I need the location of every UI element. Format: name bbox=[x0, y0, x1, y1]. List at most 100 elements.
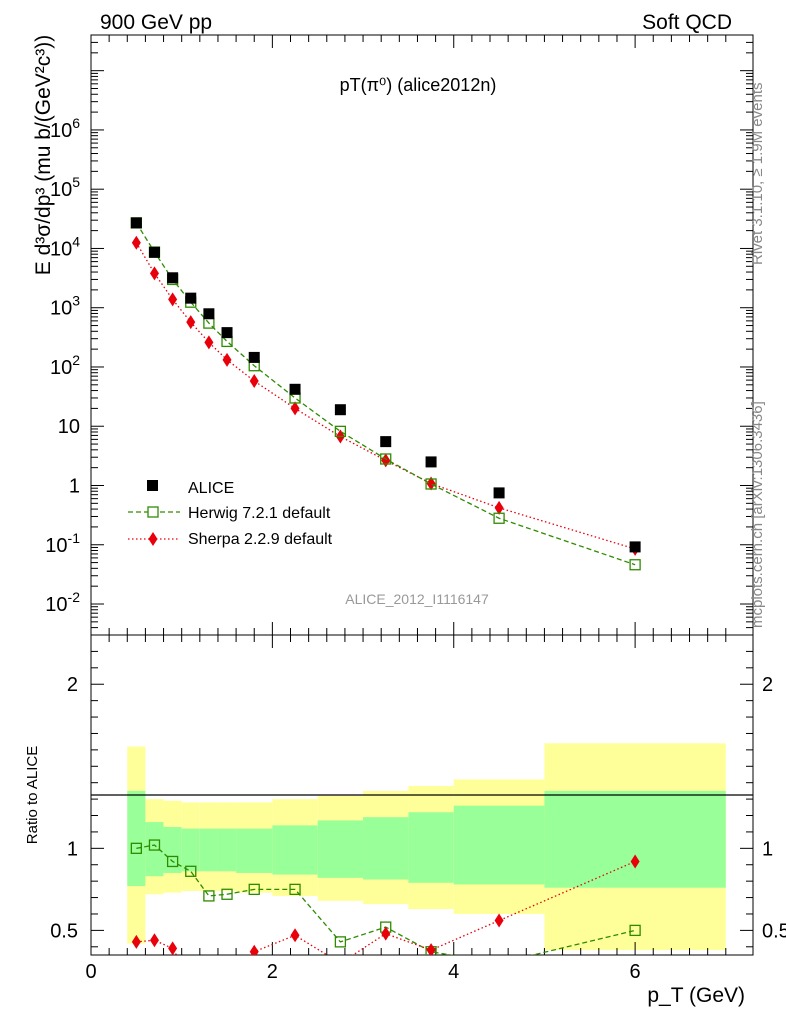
x-axis-label: p_T (GeV) bbox=[647, 984, 745, 1007]
main-y-axis-label-group: E d³σ/dp³ (mu b/(GeV²c³)) bbox=[32, 35, 55, 276]
main-point-sherpa bbox=[204, 335, 214, 350]
ratio-point-sherpa bbox=[630, 854, 640, 869]
main-y-tick-label: 10 bbox=[58, 416, 80, 438]
ratio-axis-ticks: 0.5 0.5 1 1 2 2 0 2 4 6 bbox=[50, 635, 786, 983]
ratio-point-herwig bbox=[334, 936, 347, 948]
ratio-point-herwig bbox=[130, 842, 142, 854]
main-y-tick-label: 102 bbox=[50, 352, 80, 379]
plot-title: pT(π⁰) (alice2012n) bbox=[340, 75, 497, 95]
ratio-band-inner bbox=[127, 790, 146, 887]
main-point-alice bbox=[130, 217, 142, 229]
ratio-series-layer bbox=[130, 839, 641, 987]
ratio-band-inner bbox=[145, 822, 164, 877]
main-point-sherpa bbox=[149, 266, 159, 281]
main-y-tick-label: 104 bbox=[50, 233, 80, 260]
main-point-alice bbox=[425, 456, 437, 468]
ratio-point-sherpa bbox=[223, 973, 232, 987]
ratio-band-inner bbox=[453, 805, 545, 885]
ratio-band-inner bbox=[408, 812, 454, 883]
ratio-y-axis-label-group: Ratio to ALICE bbox=[24, 746, 41, 844]
main-point-alice bbox=[248, 351, 260, 363]
ratio-band-inner bbox=[236, 828, 273, 873]
ratio-point-sherpa bbox=[168, 941, 178, 955]
mcplots-label: mcplots.cern.ch [arXiv:1306.3436] bbox=[749, 401, 766, 628]
x-tick-label: 2 bbox=[267, 961, 278, 983]
ratio-point-sherpa bbox=[426, 943, 436, 955]
ratio-uncertainty-bands bbox=[127, 743, 726, 951]
ratio-point-sherpa bbox=[131, 934, 141, 949]
main-point-herwig bbox=[629, 559, 641, 571]
legend-label-alice: ALICE bbox=[188, 480, 234, 497]
ratio-point-sherpa bbox=[149, 933, 159, 948]
ratio-point-herwig bbox=[148, 839, 161, 851]
main-y-tick-label: 103 bbox=[50, 293, 80, 320]
ratio-point-sherpa bbox=[494, 913, 504, 928]
main-y-tick-label: 10-1 bbox=[45, 530, 80, 557]
main-point-alice bbox=[148, 246, 160, 258]
legend-label-sherpa: Sherpa 2.2.9 default bbox=[188, 531, 333, 548]
main-point-herwig bbox=[334, 425, 347, 437]
main-point-sherpa bbox=[290, 401, 300, 416]
x-tick-label: 4 bbox=[448, 961, 459, 983]
main-series-layer bbox=[130, 217, 641, 571]
analysis-watermark: ALICE_2012_I1116147 bbox=[345, 591, 489, 607]
ratio-point-herwig bbox=[203, 890, 215, 902]
main-point-alice bbox=[221, 327, 233, 339]
ratio-point-herwig bbox=[221, 888, 233, 900]
header-right: Soft QCD bbox=[642, 11, 732, 34]
ratio-y-axis-label: Ratio to ALICE bbox=[24, 746, 41, 844]
ratio-band-inner bbox=[317, 820, 364, 878]
ratio-point-sherpa bbox=[249, 944, 259, 955]
main-point-alice bbox=[334, 404, 346, 416]
header-left: 900 GeV pp bbox=[100, 11, 212, 34]
ratio-point-sherpa bbox=[336, 956, 345, 970]
ratio-band-inner bbox=[181, 828, 200, 872]
main-y-tick-label: 106 bbox=[50, 115, 80, 142]
ratio-y-tick-label-right: 2 bbox=[762, 674, 773, 696]
main-point-herwig bbox=[425, 478, 437, 490]
main-point-sherpa bbox=[494, 500, 504, 515]
mcplots-label-group: mcplots.cern.ch [arXiv:1306.3436] bbox=[749, 401, 766, 628]
main-point-sherpa bbox=[249, 373, 259, 388]
main-y-tick-label: 10-2 bbox=[45, 589, 80, 616]
ratio-point-herwig bbox=[185, 865, 197, 877]
ratio-point-sherpa bbox=[381, 926, 391, 941]
ratio-y-tick-label: 1 bbox=[67, 838, 78, 860]
ratio-y-tick-label-right: 1 bbox=[762, 838, 773, 860]
x-tick-label: 6 bbox=[630, 961, 641, 983]
ratio-band-inner bbox=[217, 828, 237, 872]
ratio-point-herwig bbox=[629, 924, 641, 937]
legend-marker-herwig bbox=[147, 506, 159, 518]
legend-marker-sherpa bbox=[148, 532, 158, 546]
main-y-axis-label: E d³σ/dp³ (mu b/(GeV²c³)) bbox=[32, 35, 55, 276]
rivet-label-group: Rivet 3.1.10, ≥ 1.9M events bbox=[749, 83, 766, 266]
main-point-herwig bbox=[380, 453, 392, 465]
legend-marker-alice bbox=[147, 480, 158, 491]
ratio-point-herwig bbox=[248, 883, 260, 896]
legend: ALICE Herwig 7.2.1 default Sherpa 2.2.9 … bbox=[128, 480, 333, 548]
main-point-alice bbox=[289, 383, 301, 395]
ratio-point-sherpa bbox=[186, 973, 195, 987]
main-axis-ticks: 10-2 10-1 1 10 102 103 104 105 106 bbox=[45, 34, 753, 636]
main-point-sherpa bbox=[222, 352, 232, 367]
ratio-y-tick-label: 0.5 bbox=[50, 920, 78, 942]
rivet-version-label: Rivet 3.1.10, ≥ 1.9M events bbox=[749, 83, 766, 266]
main-y-tick-label: 105 bbox=[50, 174, 80, 201]
ratio-band-inner bbox=[363, 817, 409, 880]
main-point-herwig bbox=[493, 512, 505, 524]
ratio-point-herwig bbox=[166, 855, 179, 868]
ratio-y-tick-label: 2 bbox=[67, 674, 78, 696]
main-point-sherpa bbox=[131, 235, 141, 250]
ratio-point-herwig bbox=[494, 958, 504, 968]
ratio-point-sherpa bbox=[204, 973, 213, 987]
ratio-line-herwig bbox=[136, 844, 636, 955]
main-point-alice bbox=[380, 436, 392, 448]
main-point-sherpa bbox=[426, 476, 436, 491]
main-point-sherpa bbox=[381, 453, 391, 468]
main-point-sherpa bbox=[168, 292, 178, 307]
ratio-point-herwig bbox=[289, 883, 301, 896]
x-tick-label: 0 bbox=[85, 961, 96, 983]
main-point-sherpa bbox=[186, 315, 196, 330]
legend-label-herwig: Herwig 7.2.1 default bbox=[188, 505, 331, 522]
